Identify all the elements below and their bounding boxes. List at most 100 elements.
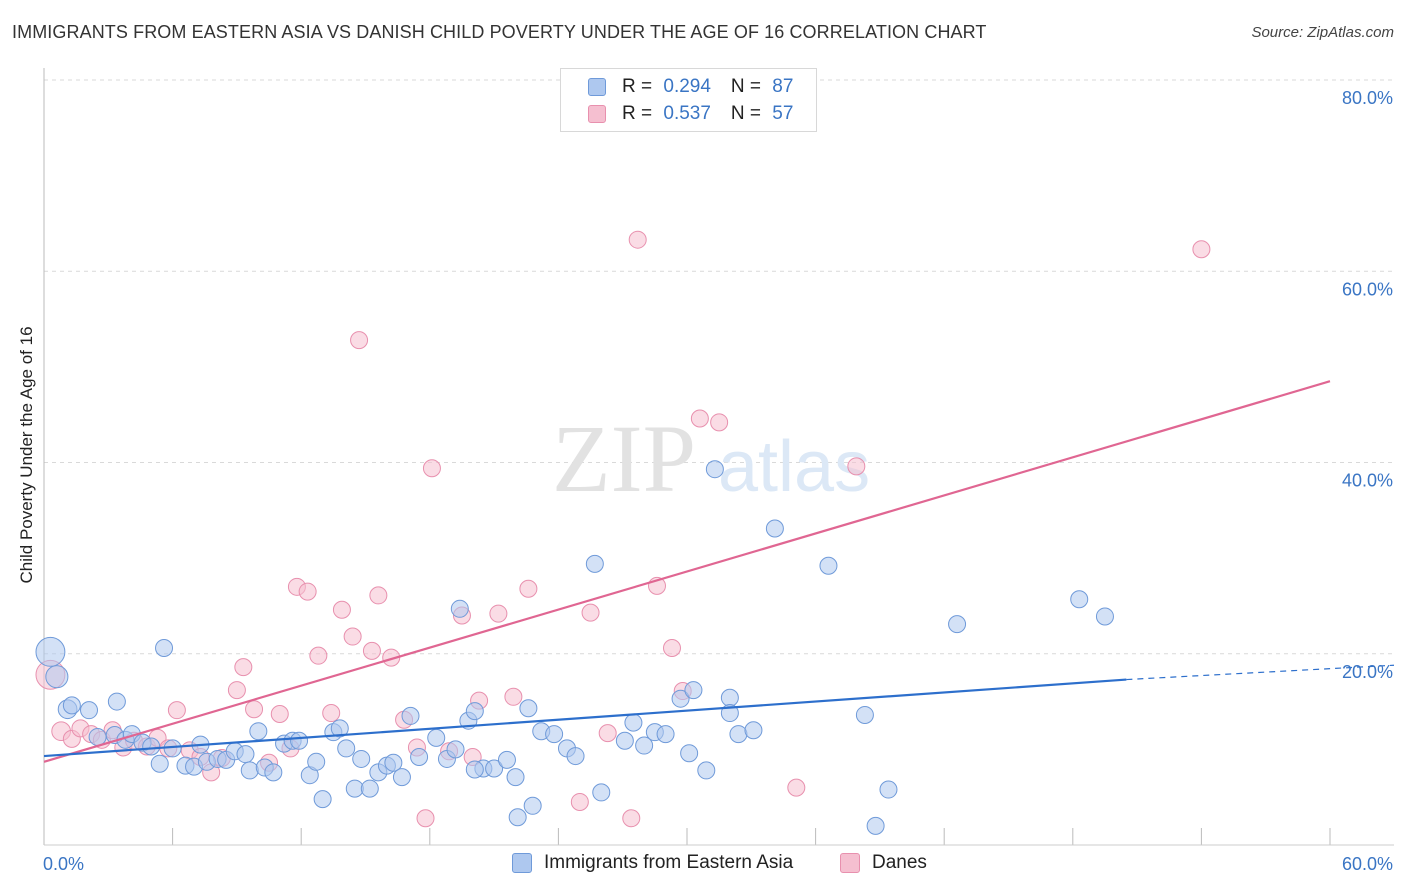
eastern-asia-point (150, 754, 169, 773)
eastern-asia-point (450, 599, 469, 618)
eastern-asia-point (427, 728, 446, 747)
eastern-asia-points (35, 460, 1114, 835)
eastern-asia-point (744, 721, 763, 740)
danes-point (710, 413, 729, 432)
chart-title: IMMIGRANTS FROM EASTERN ASIA VS DANISH C… (12, 22, 987, 42)
danes-point (270, 704, 289, 723)
danes-point (570, 792, 589, 811)
eastern-asia-point (1070, 590, 1089, 609)
danes-point (234, 658, 253, 677)
series-legend-label: Immigrants from Eastern Asia (544, 852, 794, 873)
legend-r-label: R = (622, 76, 658, 97)
eastern-asia-point (680, 744, 699, 763)
legend-r-value: 0.537 (663, 103, 711, 124)
watermark-zip: ZIP (552, 405, 696, 512)
eastern-asia-point (249, 722, 268, 741)
danes-point (416, 809, 435, 828)
eastern-asia-point (585, 554, 604, 573)
danes-point (322, 704, 341, 723)
eastern-asia-point (88, 727, 107, 746)
eastern-asia-point (330, 719, 349, 738)
eastern-asia-point (345, 779, 364, 798)
eastern-asia-point (307, 752, 326, 771)
eastern-asia-point (765, 519, 784, 538)
eastern-asia-point (264, 763, 283, 782)
eastern-asia-point (360, 779, 379, 798)
x-tick-label-min: 0.0% (43, 854, 84, 874)
eastern-asia-point (446, 740, 465, 759)
eastern-asia-point (142, 737, 161, 756)
eastern-asia-point (401, 706, 420, 725)
series-legend-eastern-asia: Immigrants from Eastern Asia (512, 852, 793, 874)
series-swatch-pink (840, 853, 860, 873)
eastern-asia-point (80, 701, 99, 720)
danes-point (309, 646, 328, 665)
eastern-asia-point (866, 816, 885, 835)
trend-lines (43, 380, 1395, 763)
danes-point (622, 809, 641, 828)
eastern-asia-point (879, 780, 898, 799)
danes-point (598, 724, 617, 743)
eastern-asia-point (566, 747, 585, 766)
danes-point (628, 230, 647, 249)
legend-row-danes: R = 0.537 N = 57 (561, 101, 793, 127)
eastern-asia-point (508, 808, 527, 827)
eastern-asia-point (705, 460, 724, 479)
x-axis-ticks (43, 828, 1331, 845)
danes-point (519, 579, 538, 598)
eastern-asia-point (313, 790, 332, 809)
eastern-asia-point (855, 705, 874, 724)
legend-swatch-pink (588, 105, 606, 123)
gridlines (44, 79, 1394, 655)
danes-point (362, 641, 381, 660)
legend-n-label: N = (730, 76, 767, 97)
eastern-asia-point (1095, 607, 1114, 626)
danes-point (847, 457, 866, 476)
y-axis-tick-labels: 20.0% 40.0% 60.0% 80.0% (1342, 88, 1393, 682)
eastern-asia-point (506, 768, 525, 787)
eastern-asia-point (671, 689, 690, 708)
danes-point (581, 603, 600, 622)
eastern-asia-point (729, 725, 748, 744)
eastern-asia-point (720, 688, 739, 707)
eastern-asia-point (240, 761, 259, 780)
eastern-asia-point (519, 699, 538, 718)
legend-n-value: 87 (772, 76, 794, 97)
eastern-asia-point (592, 783, 611, 802)
danes-point (245, 700, 264, 719)
eastern-asia-point (497, 750, 516, 769)
danes-point (227, 681, 246, 700)
legend-row-eastern-asia: R = 0.294 N = 87 (561, 74, 793, 100)
eastern-asia-point (819, 556, 838, 575)
legend-n-value: 57 (772, 103, 794, 124)
danes-point (1192, 240, 1211, 259)
eastern-asia-trend-extension (1126, 664, 1395, 681)
eastern-asia-point (635, 736, 654, 755)
danes-point (332, 600, 351, 619)
danes-trend-line (43, 380, 1331, 763)
danes-point (343, 627, 362, 646)
eastern-asia-point (352, 749, 371, 768)
y-tick-label: 60.0% (1342, 279, 1393, 299)
danes-point (787, 778, 806, 797)
danes-point (422, 459, 441, 478)
eastern-asia-point (107, 692, 126, 711)
source-credit: Source: ZipAtlas.com (1251, 24, 1394, 41)
eastern-asia-point (485, 759, 504, 778)
eastern-asia-point (697, 761, 716, 780)
series-swatch-blue (512, 853, 532, 873)
eastern-asia-point (236, 745, 255, 764)
eastern-asia-point (45, 665, 69, 689)
eastern-asia-point (523, 796, 542, 815)
eastern-asia-point (948, 615, 967, 634)
series-legend-label: Danes (872, 852, 927, 873)
eastern-asia-point (155, 639, 174, 658)
danes-point (369, 586, 388, 605)
eastern-asia-point (62, 696, 81, 715)
legend-swatch-blue (588, 78, 606, 96)
eastern-asia-point (615, 731, 634, 750)
legend-r-label: R = (622, 103, 658, 124)
eastern-asia-point (624, 713, 643, 732)
correlation-legend: R = 0.294 N = 87 R = 0.537 N = 57 (560, 68, 817, 132)
